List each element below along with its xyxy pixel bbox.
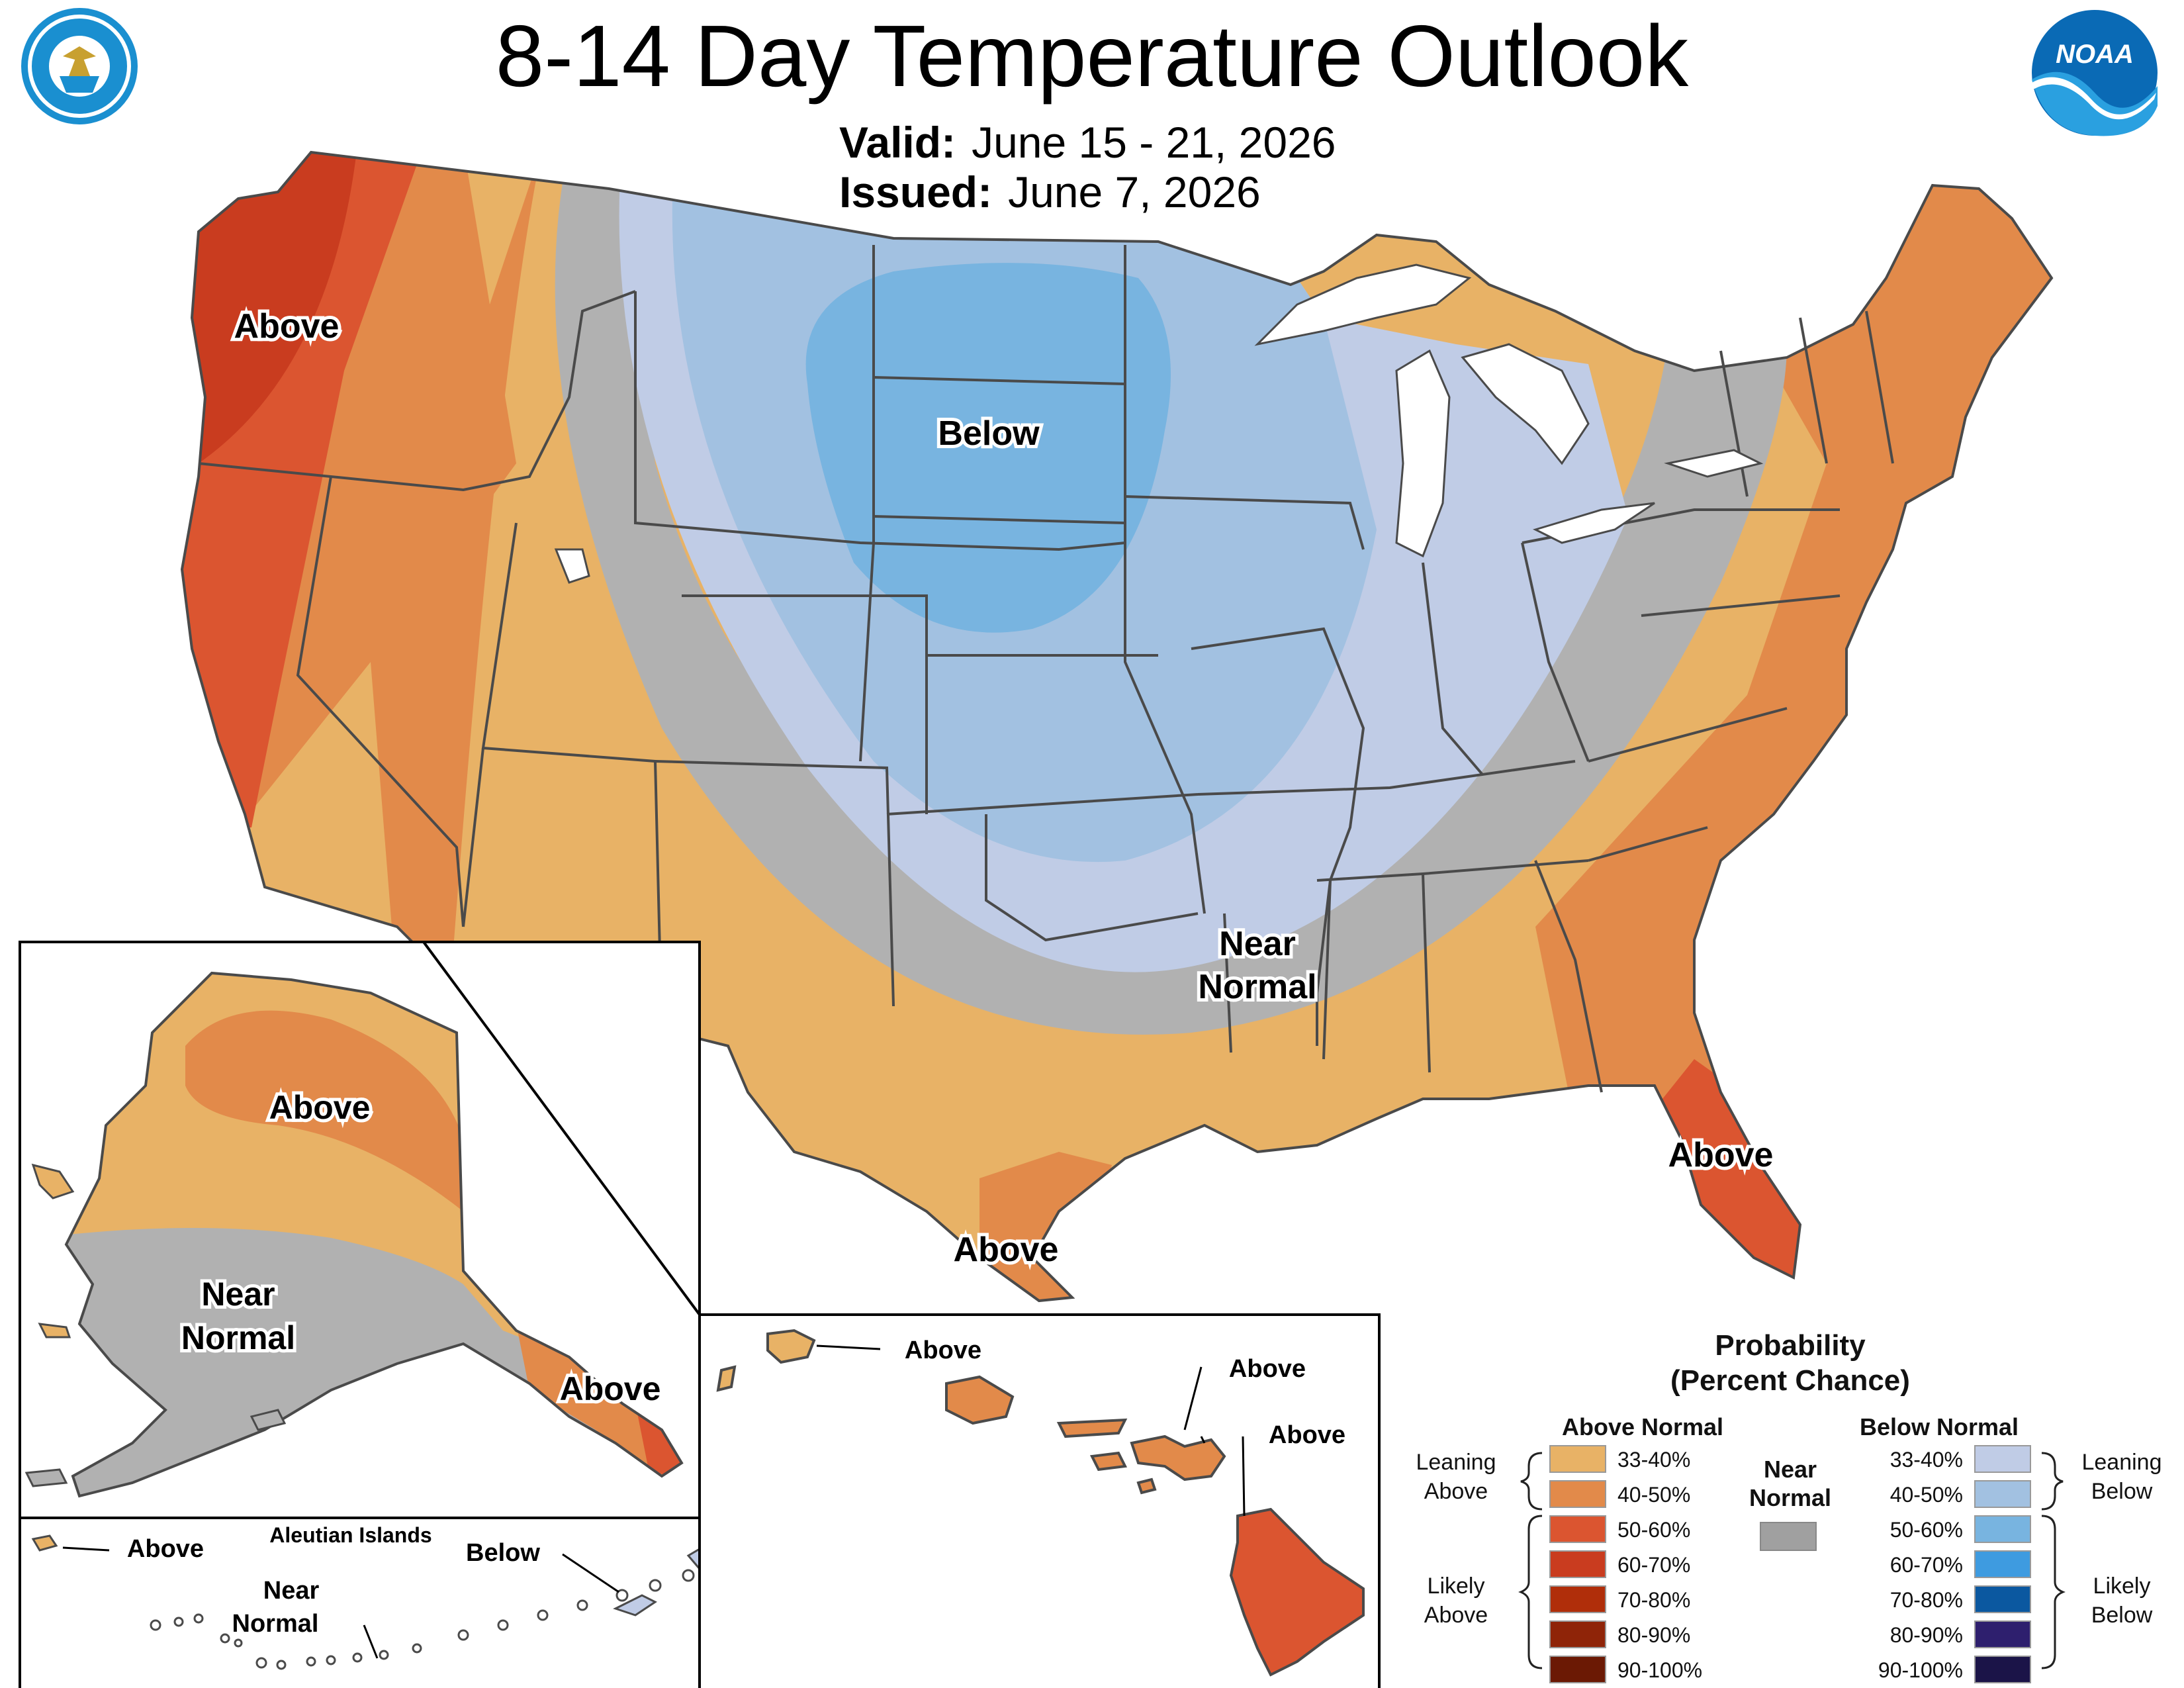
- legend-above-range-2: 50-60%: [1617, 1518, 1690, 1542]
- great-lakes: [554, 263, 1764, 584]
- label-hawaii-kauai-above: Above: [905, 1336, 981, 1364]
- aleutian-inset: Aleutian Islands Above Below Near Normal: [19, 1517, 701, 1688]
- legend-above-swatch-5: [1549, 1620, 1606, 1648]
- legend-above-swatch-3: [1549, 1550, 1606, 1578]
- legend-above-swatches: 33-40% 40-50% 50-60% 60-70% 70-80% 80-90% 90-1…: [1549, 1445, 1702, 1683]
- legend-above-swatch-0: [1549, 1445, 1606, 1473]
- legend-below-range-4: 70-80%: [1890, 1588, 1963, 1612]
- label-hawaii-bigisland-above: Above: [1269, 1421, 1345, 1449]
- label-florida-above: Above: [1668, 1136, 1774, 1174]
- issued-date: June 7, 2026: [1008, 167, 1261, 216]
- conus-labels: Above Below Near Normal Above Above: [231, 304, 1777, 1272]
- legend-below-swatch-3: [1974, 1550, 2031, 1578]
- issued-label: Issued:: [839, 167, 993, 216]
- legend-leaning-below-line1: Leaning: [2081, 1450, 2161, 1475]
- legend-above-swatch-4: [1549, 1585, 1606, 1613]
- legend-near-line1: Near: [1764, 1456, 1817, 1483]
- label-alaska-above: Above: [269, 1089, 371, 1126]
- hawaii-inset: Above Above Above: [698, 1313, 1381, 1688]
- legend: Probability (Percent Chance) Above Norma…: [1416, 1329, 2162, 1683]
- legend-above-swatch-1: [1549, 1480, 1606, 1508]
- aleutian-title: Aleutian Islands: [269, 1523, 432, 1547]
- legend-title-line2: (Percent Chance): [1670, 1364, 1910, 1397]
- label-hawaii-maui-above: Above: [1229, 1355, 1306, 1383]
- alaska-inset: Above Near Normal Above: [19, 941, 701, 1519]
- legend-above-range-0: 33-40%: [1617, 1448, 1690, 1472]
- legend-likely-above-line2: Above: [1424, 1603, 1488, 1628]
- valid-dates: June 15 - 21, 2026: [972, 118, 1336, 167]
- legend-leaning-above-line2: Above: [1424, 1479, 1488, 1504]
- legend-leaning-below-line2: Below: [2091, 1479, 2153, 1504]
- legend-above-swatch-2: [1549, 1515, 1606, 1543]
- legend-leaning-above-line1: Leaning: [1416, 1450, 1496, 1475]
- legend-above-range-3: 60-70%: [1617, 1553, 1690, 1577]
- label-aleutian-below: Below: [466, 1539, 540, 1567]
- legend-above-swatch-6: [1549, 1656, 1606, 1683]
- label-aleutian-above: Above: [127, 1535, 204, 1563]
- legend-below-swatch-0: [1974, 1445, 2031, 1473]
- label-texas-above: Above: [954, 1231, 1059, 1269]
- legend-title-line1: Probability: [1715, 1329, 1866, 1362]
- legend-below-swatch-2: [1974, 1515, 2031, 1543]
- legend-below-swatch-5: [1974, 1620, 2031, 1648]
- legend-near-normal-swatch: [1760, 1522, 1817, 1551]
- legend-near-line2: Normal: [1749, 1484, 1831, 1511]
- legend-above-header: Above Normal: [1562, 1413, 1723, 1440]
- label-aleutian-near-line1: Near: [263, 1577, 320, 1605]
- state-borders: [180, 150, 2054, 1303]
- label-near-normal-line2: Normal: [1198, 968, 1316, 1006]
- issued-line: Issued: June 7, 2026: [839, 165, 1261, 218]
- label-aleutian-near-line2: Normal: [232, 1610, 319, 1638]
- noaa-logo-text: NOAA: [2056, 40, 2134, 69]
- legend-likely-above-line1: Likely: [1428, 1573, 1485, 1599]
- conus-map: [182, 152, 2052, 1301]
- legend-likely-below-line1: Likely: [2093, 1573, 2151, 1599]
- map-title: 8-14 Day Temperature Outlook: [495, 7, 1689, 105]
- legend-below-range-6: 90-100%: [1878, 1658, 1963, 1682]
- legend-below-swatches: 33-40% 40-50% 50-60% 60-70% 70-80% 80-90% 90-1…: [1878, 1445, 2031, 1683]
- legend-below-swatch-1: [1974, 1480, 2031, 1508]
- legend-below-swatch-4: [1974, 1585, 2031, 1613]
- legend-below-range-1: 40-50%: [1890, 1483, 1963, 1507]
- label-northern-plains-below: Below: [938, 414, 1040, 453]
- doc-seal-logo: [21, 8, 138, 124]
- legend-below-range-3: 60-70%: [1890, 1553, 1963, 1577]
- label-alaska-near-line1: Near: [201, 1276, 275, 1313]
- label-alaska-near-line2: Normal: [181, 1319, 295, 1356]
- label-near-normal-line1: Near: [1219, 925, 1296, 963]
- legend-below-swatch-6: [1974, 1656, 2031, 1683]
- legend-above-range-5: 80-90%: [1617, 1623, 1690, 1647]
- valid-line: Valid: June 15 - 21, 2026: [839, 116, 1336, 169]
- valid-label: Valid:: [839, 118, 956, 167]
- legend-above-range-6: 90-100%: [1617, 1658, 1702, 1682]
- label-northwest-above: Above: [234, 307, 340, 346]
- legend-likely-below-line2: Below: [2091, 1603, 2153, 1628]
- legend-above-range-4: 70-80%: [1617, 1588, 1690, 1612]
- legend-below-range-5: 80-90%: [1890, 1623, 1963, 1647]
- legend-below-range-0: 33-40%: [1890, 1448, 1963, 1472]
- legend-above-range-1: 40-50%: [1617, 1483, 1690, 1507]
- legend-below-header: Below Normal: [1860, 1413, 2019, 1440]
- legend-below-range-2: 50-60%: [1890, 1518, 1963, 1542]
- label-alaska-panhandle-above: Above: [560, 1370, 661, 1407]
- noaa-logo: NOAA: [2032, 10, 2158, 136]
